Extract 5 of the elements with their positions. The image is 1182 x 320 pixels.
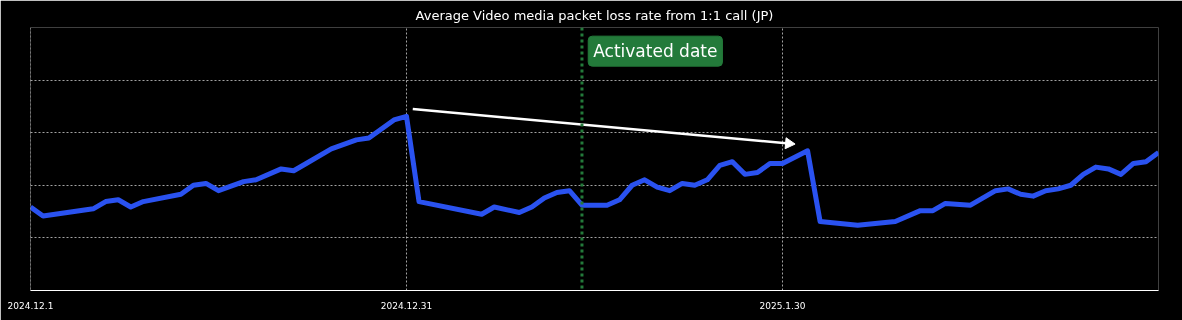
ref-line-label: Activated date (593, 41, 718, 62)
x-tick-label: 2025.1.30 (759, 300, 806, 311)
chart-title: Average Video media packet loss rate from 1:1 call (JP) (415, 7, 774, 23)
x-tick-label: 2024.12.1 (7, 300, 54, 311)
x-tick-label: 2024.12.31 (380, 300, 433, 311)
